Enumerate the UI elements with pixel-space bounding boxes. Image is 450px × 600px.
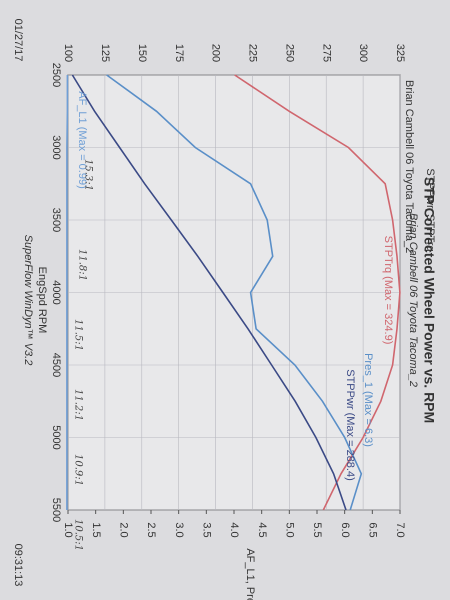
rotated-chart: STP Corrected Wheel Power vs. RPM Brian … <box>12 19 437 600</box>
series-line <box>71 74 347 511</box>
x-tick-label: 3000 <box>50 135 62 159</box>
handwritten-note: 11.8:1 <box>77 249 88 281</box>
y-tick-label: 200 <box>210 44 222 62</box>
y2-tick-label: 1.5 <box>90 522 102 537</box>
y2-tick-label: 6.5 <box>366 522 378 537</box>
handwritten-note: 11.5:1 <box>73 319 84 351</box>
y2-tick-label: 5.0 <box>283 522 295 537</box>
series-line <box>106 74 363 511</box>
y2-tick-label: 6.0 <box>339 522 351 537</box>
date: 01/27/17 <box>12 19 24 62</box>
x-tick-label: 4500 <box>50 353 62 377</box>
x-tick-label: 2500 <box>50 63 62 87</box>
y2-tick-label: 5.5 <box>311 522 323 537</box>
handwritten-note: 11.2:1 <box>73 389 84 421</box>
legend-label: STPPwr (Max = 288.4) <box>344 369 356 481</box>
subtitle: Brian Cambell 06 Toyota Tacoma_2 <box>407 213 419 387</box>
y2-tick-label: 4.0 <box>228 522 240 537</box>
series-line <box>234 74 401 511</box>
x-tick-label: 5500 <box>50 498 62 522</box>
series-line <box>66 75 69 510</box>
y-tick-label: 125 <box>99 44 111 62</box>
handwritten-note: 15.3:1 <box>83 159 94 191</box>
time: 09:31:13 <box>12 544 24 587</box>
y-tick-label: 300 <box>357 44 369 62</box>
run-label: Brian Cambell 06 Toyota Tacoma_2 <box>403 80 415 253</box>
y2-axis-title: AF_L1, Pres_1 <box>244 548 256 600</box>
chart-title: STP Corrected Wheel Power vs. RPM <box>421 177 437 423</box>
x-axis-title: EngSpd RPM <box>36 267 48 334</box>
x-tick-label: 5000 <box>50 425 62 449</box>
x-tick-label: 4000 <box>50 280 62 304</box>
y-tick-label: 100 <box>62 44 74 62</box>
y2-tick-label: 2.5 <box>145 522 157 537</box>
y-axis-title: STPPwr, STPTrq <box>424 168 436 251</box>
handwritten-note: 10.9:1 <box>73 454 84 486</box>
handwritten-note: 10.5:1 <box>73 519 84 551</box>
y-tick-label: 150 <box>136 44 148 62</box>
x-tick-label: 3500 <box>50 208 62 232</box>
legend-label: AF_L1 (Max = 0.99) <box>76 91 88 189</box>
y2-tick-label: 7.0 <box>394 522 406 537</box>
y-tick-label: 175 <box>173 44 185 62</box>
legend-label: Pres_1 (Max = 6.3) <box>362 353 374 447</box>
y2-tick-label: 1.0 <box>62 522 74 537</box>
y-tick-label: 325 <box>394 44 406 62</box>
y-tick-label: 250 <box>283 44 295 62</box>
y-tick-label: 275 <box>320 44 332 62</box>
y2-tick-label: 3.0 <box>173 522 185 537</box>
software: SuperFlow WinDyn™ V3.2 <box>22 235 34 366</box>
y2-tick-label: 2.0 <box>117 522 129 537</box>
y2-tick-label: 4.5 <box>256 522 268 537</box>
legend-label: STPTrq (Max = 324.9) <box>382 236 394 345</box>
y-tick-label: 225 <box>247 44 259 62</box>
y2-tick-label: 3.5 <box>200 522 212 537</box>
